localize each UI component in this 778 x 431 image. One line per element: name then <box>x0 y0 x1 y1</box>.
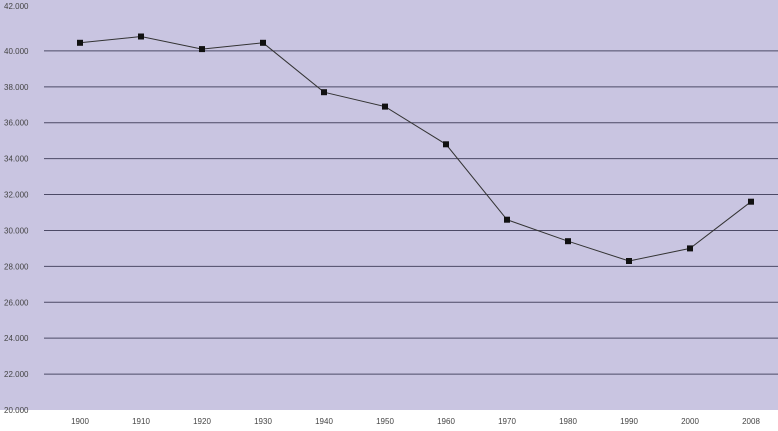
x-tick-label: 1960 <box>437 417 455 426</box>
data-point-marker <box>626 258 632 264</box>
data-point-marker <box>748 198 754 205</box>
x-axis-labels: 1900 1910 1920 1930 1940 1950 1960 1970 1980 1990… <box>71 417 760 426</box>
y-tick-label: 36.000 <box>4 119 29 128</box>
x-tick-label: 1950 <box>376 417 394 426</box>
data-point-marker <box>565 238 571 245</box>
y-tick-label: 22.000 <box>4 370 29 379</box>
data-point-marker <box>260 39 266 46</box>
x-tick-label: 2000 <box>681 417 699 426</box>
plot-area <box>0 0 778 410</box>
data-point-marker <box>687 245 693 252</box>
data-point-marker <box>138 33 144 40</box>
data-point-marker <box>199 46 205 53</box>
y-tick-label: 28.000 <box>4 262 29 271</box>
x-tick-label: 1990 <box>620 417 638 426</box>
x-tick-label: 1970 <box>498 417 516 426</box>
data-point-marker <box>77 39 83 46</box>
y-tick-label: 38.000 <box>4 83 29 92</box>
x-tick-label: 1980 <box>559 417 577 426</box>
x-tick-label: 1910 <box>132 417 150 426</box>
series-line <box>79 35 752 262</box>
x-tick-label: 1940 <box>315 417 333 426</box>
series-markers <box>77 33 754 264</box>
gridlines <box>44 50 778 375</box>
x-tick-label: 2008 <box>742 417 760 426</box>
y-tick-label: 26.000 <box>4 298 29 307</box>
y-tick-label: 40.000 <box>4 47 29 56</box>
y-axis-labels: 42.000 40.000 38.000 36.000 34.000 32.000 30.0… <box>4 2 29 415</box>
y-tick-label: 34.000 <box>4 155 29 164</box>
data-point-marker <box>321 89 327 96</box>
y-tick-label: 32.000 <box>4 191 29 200</box>
data-point-marker <box>443 141 449 148</box>
y-tick-label: 30.000 <box>4 226 29 235</box>
y-tick-label: 20.000 <box>4 406 29 415</box>
y-tick-label: 42.000 <box>4 2 29 11</box>
x-tick-label: 1930 <box>254 417 272 426</box>
x-tick-label: 1900 <box>71 417 89 426</box>
y-tick-label: 24.000 <box>4 334 29 343</box>
x-tick-label: 1920 <box>193 417 211 426</box>
data-point-marker <box>382 103 388 110</box>
data-point-marker <box>504 216 510 223</box>
